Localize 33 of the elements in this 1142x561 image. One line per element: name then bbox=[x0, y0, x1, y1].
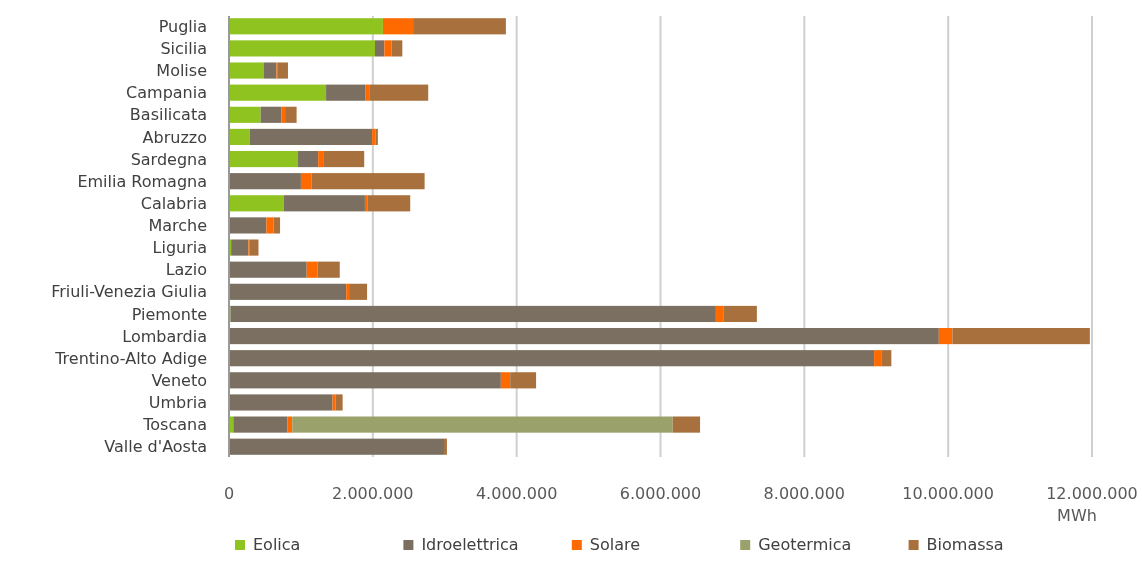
x-tick-label: 8.000.000 bbox=[763, 483, 846, 503]
y-tick-label: Emilia Romagna bbox=[77, 171, 207, 191]
y-tick-label: Marche bbox=[148, 216, 207, 236]
y-tick-label: Piemonte bbox=[131, 304, 207, 324]
x-tick-label: 0 bbox=[223, 483, 235, 503]
y-tick-label: Abruzzo bbox=[142, 127, 207, 147]
x-tick-label: 6.000.000 bbox=[619, 483, 702, 503]
y-tick-label: Basilicata bbox=[129, 105, 207, 125]
legend-label: Geotermica bbox=[758, 535, 852, 554]
y-tick-label: Veneto bbox=[151, 370, 207, 390]
x-axis-title: MWh bbox=[1057, 506, 1097, 525]
x-tick-label: 4.000.000 bbox=[475, 483, 558, 503]
y-tick-label: Sicilia bbox=[160, 39, 207, 59]
y-tick-label: Umbria bbox=[148, 393, 207, 413]
y-tick-label: Lombardia bbox=[122, 326, 207, 346]
y-tick-label: Lazio bbox=[165, 260, 207, 280]
legend-label: Eolica bbox=[253, 535, 301, 554]
y-tick-label: Molise bbox=[156, 61, 207, 81]
y-tick-label: Toscana bbox=[142, 415, 207, 435]
y-tick-label: Puglia bbox=[158, 16, 207, 36]
y-tick-label: Valle d'Aosta bbox=[104, 437, 207, 457]
y-tick-label: Trentino-Alto Adige bbox=[54, 348, 207, 368]
y-tick-label: Friuli-Venezia Giulia bbox=[51, 282, 207, 302]
x-tick-label: 10.000.000 bbox=[902, 483, 994, 503]
y-tick-label: Sardegna bbox=[130, 149, 207, 169]
x-tick-label: 12.000.000 bbox=[1046, 483, 1138, 503]
legend-label: Biomassa bbox=[926, 535, 1004, 554]
legend-label: Solare bbox=[589, 535, 641, 554]
legend-label: Idroelettrica bbox=[421, 535, 519, 554]
x-tick-label: 2.000.000 bbox=[332, 483, 414, 503]
y-tick-label: Calabria bbox=[140, 193, 207, 213]
y-tick-label: Liguria bbox=[152, 238, 207, 258]
y-tick-label: Campania bbox=[126, 83, 207, 103]
